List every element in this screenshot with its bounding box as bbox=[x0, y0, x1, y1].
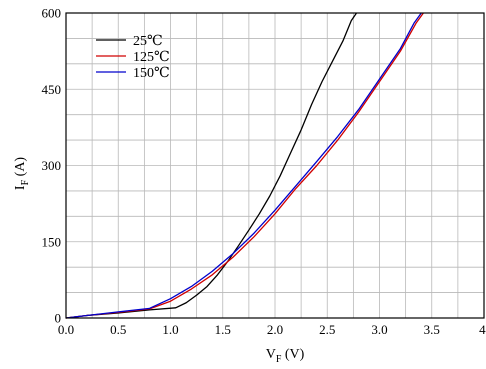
y-tick-labels: 0 150 300 450 600 bbox=[42, 6, 62, 326]
plot-frame bbox=[65, 12, 485, 319]
legend-label: 150℃ bbox=[133, 66, 170, 81]
y-axis-label-subscript: F bbox=[20, 179, 31, 185]
y-tick-label: 150 bbox=[42, 234, 62, 249]
y-tick-label: 600 bbox=[42, 6, 62, 21]
x-tick-label: 3.0 bbox=[371, 322, 387, 337]
x-tick-label: 2.5 bbox=[319, 322, 335, 337]
x-tick-labels: 0.0 0.5 1.0 1.5 2.0 2.5 3.0 3.5 4. bbox=[58, 322, 486, 337]
legend-label: 25℃ bbox=[133, 34, 163, 49]
x-tick-label: 1.0 bbox=[162, 322, 178, 337]
x-axis-label-main: V bbox=[266, 347, 276, 362]
series-line bbox=[65, 12, 358, 319]
x-tick-label: 0.5 bbox=[110, 322, 126, 337]
grid-lines bbox=[66, 13, 484, 318]
x-tick-label: 4. bbox=[479, 322, 486, 337]
x-tick-label: 2.0 bbox=[267, 322, 283, 337]
y-axis-label-main: I bbox=[13, 185, 28, 190]
x-axis-label-unit: (V) bbox=[281, 347, 304, 362]
y-axis-label-unit: (A) bbox=[13, 157, 28, 180]
y-axis-label: IF (A) bbox=[13, 157, 31, 191]
y-tick-label: 300 bbox=[42, 158, 62, 173]
y-tick-label: 0 bbox=[55, 311, 62, 326]
x-tick-label: 3.5 bbox=[424, 322, 440, 337]
legend-label: 125℃ bbox=[133, 50, 170, 65]
x-tick-label: 1.5 bbox=[215, 322, 231, 337]
x-tick-label: 0.0 bbox=[58, 322, 74, 337]
x-axis-label: VF (V) bbox=[266, 347, 305, 365]
x-axis-label-subscript: F bbox=[276, 354, 282, 365]
series-layer bbox=[65, 12, 424, 319]
y-tick-label: 450 bbox=[42, 82, 62, 97]
series-line bbox=[65, 12, 422, 319]
